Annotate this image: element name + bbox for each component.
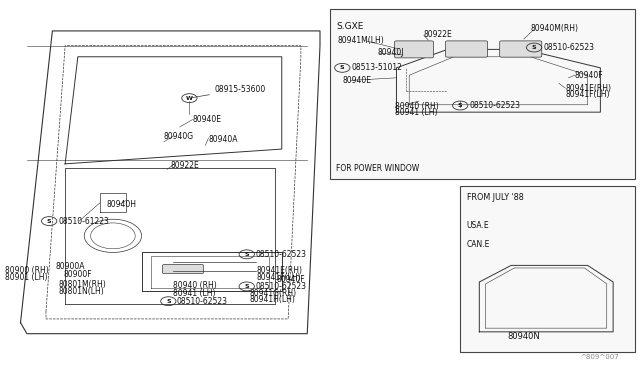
- Text: 80922E: 80922E: [424, 30, 452, 39]
- Text: CAN.E: CAN.E: [467, 240, 490, 248]
- FancyBboxPatch shape: [394, 41, 433, 58]
- Text: 80901 (LH): 80901 (LH): [4, 273, 47, 282]
- Text: 08510-62523: 08510-62523: [177, 297, 228, 306]
- Text: 80940 (RH): 80940 (RH): [173, 281, 217, 290]
- Text: 08510-62523: 08510-62523: [543, 43, 594, 52]
- Text: 80941 (LH): 80941 (LH): [394, 108, 437, 118]
- Text: 80900A: 80900A: [56, 262, 85, 271]
- Text: 80940G: 80940G: [164, 132, 194, 141]
- Text: 80940N: 80940N: [508, 332, 540, 341]
- Text: S: S: [47, 219, 51, 224]
- Text: 80941E(RH): 80941E(RH): [565, 84, 611, 93]
- Text: 08510-62523: 08510-62523: [255, 250, 306, 259]
- Text: S: S: [458, 103, 463, 108]
- Text: 08510-62523: 08510-62523: [255, 282, 306, 291]
- Bar: [330, 9, 636, 179]
- Text: 80941F(LH): 80941F(LH): [256, 273, 301, 282]
- Text: ^809^007: ^809^007: [580, 353, 620, 359]
- Text: W: W: [186, 96, 193, 100]
- Text: FROM JULY '88: FROM JULY '88: [467, 193, 524, 202]
- Text: 80922E: 80922E: [170, 161, 199, 170]
- Text: 80900F: 80900F: [64, 270, 92, 279]
- Text: 80941M(LH): 80941M(LH): [338, 36, 385, 45]
- Text: 80940F: 80940F: [276, 275, 305, 283]
- Text: 08513-51012: 08513-51012: [351, 63, 402, 72]
- Text: 80941G(RH): 80941G(RH): [250, 289, 297, 298]
- FancyBboxPatch shape: [500, 41, 541, 57]
- Text: 80940M(RH): 80940M(RH): [531, 24, 579, 33]
- Text: USA.E: USA.E: [467, 221, 489, 230]
- Text: 80941E(RH): 80941E(RH): [256, 266, 302, 275]
- Text: 80940J: 80940J: [378, 48, 404, 57]
- Text: S: S: [532, 45, 536, 50]
- Text: 80900 (RH): 80900 (RH): [4, 266, 49, 275]
- Text: 80940F: 80940F: [575, 71, 604, 80]
- Text: 80941F(LH): 80941F(LH): [565, 90, 610, 99]
- Text: 80940H: 80940H: [106, 200, 136, 209]
- Bar: [460, 186, 636, 352]
- Text: 08915-53600: 08915-53600: [192, 85, 266, 98]
- Text: 80940A: 80940A: [209, 135, 238, 144]
- Text: 80801M(RH): 80801M(RH): [59, 280, 106, 289]
- Text: 08510-61223: 08510-61223: [59, 217, 109, 225]
- Text: 80940 (RH): 80940 (RH): [394, 102, 438, 111]
- FancyBboxPatch shape: [445, 41, 488, 57]
- Text: S: S: [244, 284, 249, 289]
- Text: 80941H(LH): 80941H(LH): [250, 295, 296, 304]
- Text: 80941 (LH): 80941 (LH): [173, 289, 216, 298]
- Text: S: S: [166, 299, 171, 304]
- Text: S.GXE: S.GXE: [336, 22, 364, 31]
- Text: 80801N(LH): 80801N(LH): [59, 288, 104, 296]
- FancyBboxPatch shape: [163, 264, 204, 273]
- Text: 80940E: 80940E: [342, 76, 371, 84]
- Text: FOR POWER WINDOW: FOR POWER WINDOW: [336, 164, 419, 173]
- Text: 80940E: 80940E: [193, 115, 221, 124]
- Text: S: S: [340, 65, 344, 70]
- Text: S: S: [244, 252, 249, 257]
- Text: 08510-62523: 08510-62523: [469, 101, 520, 110]
